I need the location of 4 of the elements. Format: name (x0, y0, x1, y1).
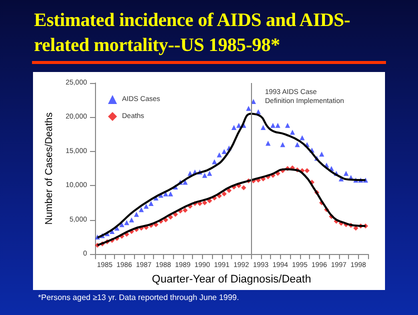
text: *Persons aged ≥13 yr. Data reported through June 1999. (38, 293, 239, 302)
y-axis-title: Number of Cases/Deaths (44, 112, 56, 225)
chart-title: Estimated incidence of AIDS and AIDS-related mortality--US 1985-98* (34, 9, 352, 58)
x-axis-title: Quarter-Year of Diagnosis/Death (152, 274, 312, 286)
